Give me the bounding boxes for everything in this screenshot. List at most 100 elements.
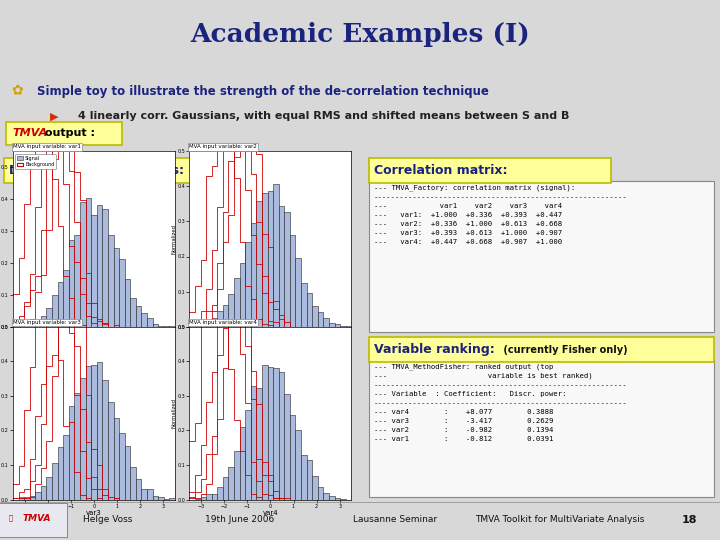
Bar bbox=[41, 316, 47, 327]
Background bbox=[330, 323, 339, 330]
Bar bbox=[119, 433, 125, 500]
Background bbox=[280, 318, 289, 324]
Bar bbox=[47, 308, 52, 327]
Text: Correlation matrix:: Correlation matrix: bbox=[374, 164, 508, 177]
Bar bbox=[153, 325, 158, 327]
Bar bbox=[19, 326, 24, 327]
Bar bbox=[108, 402, 114, 500]
Background bbox=[25, 452, 34, 458]
Text: MVA input variable: var2: MVA input variable: var2 bbox=[189, 144, 257, 150]
Background bbox=[76, 265, 84, 272]
Background bbox=[224, 324, 233, 330]
Background bbox=[31, 220, 40, 227]
Background bbox=[297, 323, 305, 330]
Text: --- TMVA_Factory: correlation matrix (signal):
---------------------------------: --- TMVA_Factory: correlation matrix (si… bbox=[374, 185, 627, 245]
Background bbox=[325, 323, 333, 330]
Bar bbox=[158, 497, 163, 500]
Text: Distribution of variables:: Distribution of variables: bbox=[9, 164, 184, 177]
Bar bbox=[228, 467, 234, 500]
Background bbox=[297, 496, 305, 503]
Bar bbox=[35, 322, 41, 327]
Text: ✿: ✿ bbox=[11, 84, 22, 98]
Background bbox=[246, 415, 255, 422]
Bar bbox=[147, 318, 153, 327]
Bar bbox=[329, 496, 335, 500]
Background bbox=[143, 496, 151, 503]
Background bbox=[92, 476, 101, 483]
Bar bbox=[295, 430, 301, 500]
Background bbox=[132, 496, 140, 503]
Background bbox=[219, 189, 228, 195]
Background bbox=[241, 167, 250, 173]
Bar bbox=[24, 497, 30, 500]
Bar bbox=[240, 427, 246, 500]
Background bbox=[104, 322, 112, 329]
Text: MVA input variable: var4: MVA input variable: var4 bbox=[189, 320, 257, 325]
Background bbox=[20, 283, 29, 289]
Bar bbox=[318, 312, 323, 327]
Bar bbox=[206, 494, 212, 500]
Bar bbox=[206, 321, 212, 327]
Background bbox=[65, 202, 73, 208]
Background bbox=[280, 495, 289, 501]
Background bbox=[109, 323, 118, 329]
Background bbox=[230, 322, 238, 328]
Bar bbox=[74, 393, 80, 500]
Background bbox=[286, 321, 294, 327]
FancyBboxPatch shape bbox=[4, 158, 256, 183]
Background bbox=[330, 496, 339, 503]
Line: Background: Background bbox=[13, 166, 175, 327]
Bar bbox=[30, 323, 35, 327]
Background bbox=[291, 323, 300, 329]
Bar bbox=[52, 463, 58, 500]
Background bbox=[48, 172, 56, 178]
Bar bbox=[114, 248, 119, 327]
Bar bbox=[163, 499, 169, 500]
Bar bbox=[234, 278, 240, 327]
Background bbox=[165, 323, 174, 330]
FancyBboxPatch shape bbox=[6, 122, 122, 145]
Background bbox=[274, 315, 283, 321]
Background bbox=[109, 494, 118, 500]
FancyBboxPatch shape bbox=[369, 338, 714, 362]
Bar bbox=[201, 324, 206, 327]
Background bbox=[37, 193, 45, 199]
Bar bbox=[102, 380, 108, 500]
Bar bbox=[130, 298, 136, 327]
Background bbox=[313, 496, 322, 503]
Background bbox=[341, 323, 350, 330]
Background bbox=[48, 330, 56, 336]
Background bbox=[154, 496, 163, 503]
FancyBboxPatch shape bbox=[369, 158, 611, 183]
Background bbox=[53, 163, 62, 169]
Bar bbox=[290, 415, 295, 500]
Bar bbox=[58, 282, 63, 327]
Bar bbox=[312, 476, 318, 500]
Bar bbox=[284, 394, 290, 500]
Bar bbox=[136, 306, 141, 327]
Background bbox=[137, 323, 145, 330]
Bar bbox=[323, 494, 329, 500]
Bar bbox=[30, 496, 35, 500]
Bar bbox=[96, 205, 102, 327]
Bar bbox=[256, 201, 262, 327]
Background bbox=[31, 426, 40, 432]
Background bbox=[264, 280, 272, 286]
Background bbox=[137, 496, 145, 503]
Bar bbox=[69, 240, 74, 327]
Background bbox=[25, 256, 34, 262]
Background bbox=[308, 496, 317, 503]
Background bbox=[9, 488, 17, 494]
Bar bbox=[307, 460, 312, 500]
Text: TMVA: TMVA bbox=[23, 515, 52, 523]
Background bbox=[76, 408, 84, 414]
FancyBboxPatch shape bbox=[369, 181, 714, 332]
Bar bbox=[301, 455, 307, 500]
Bar bbox=[290, 235, 295, 327]
Background bbox=[197, 289, 205, 296]
Background bbox=[325, 496, 333, 503]
Background bbox=[286, 496, 294, 502]
Text: ▶: ▶ bbox=[50, 111, 59, 122]
X-axis label: var4: var4 bbox=[263, 510, 278, 516]
Y-axis label: Normalized: Normalized bbox=[171, 398, 176, 428]
